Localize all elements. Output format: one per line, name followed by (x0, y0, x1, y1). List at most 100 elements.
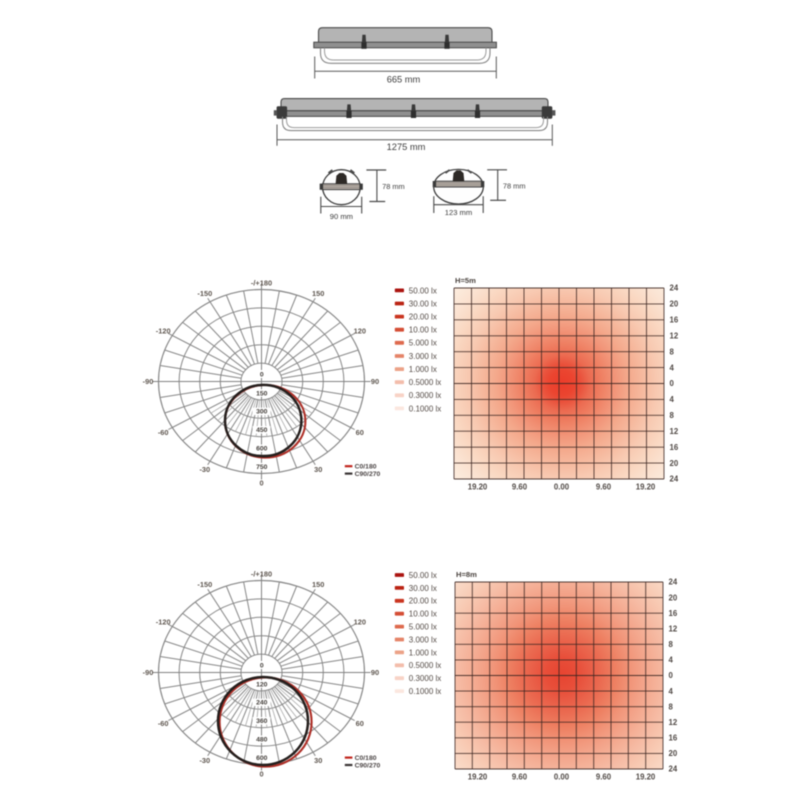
svg-text:20: 20 (669, 749, 678, 758)
svg-text:150: 150 (312, 580, 324, 589)
svg-text:9.60: 9.60 (596, 482, 612, 491)
svg-text:19.20: 19.20 (636, 772, 656, 781)
svg-text:20: 20 (670, 300, 679, 309)
svg-text:0.5000 lx: 0.5000 lx (409, 661, 441, 670)
svg-text:C0/180: C0/180 (355, 755, 377, 762)
svg-text:-120: -120 (156, 617, 171, 626)
svg-text:360: 360 (256, 718, 268, 725)
svg-text:10.00 lx: 10.00 lx (409, 326, 437, 335)
svg-text:0.00: 0.00 (554, 482, 570, 491)
svg-text:20: 20 (669, 593, 678, 602)
svg-text:300: 300 (256, 409, 268, 416)
svg-text:123 mm: 123 mm (445, 208, 472, 217)
svg-text:-90: -90 (143, 377, 154, 386)
svg-text:12: 12 (669, 625, 678, 634)
svg-text:665 mm: 665 mm (387, 75, 421, 85)
svg-text:240: 240 (256, 700, 268, 707)
svg-text:120: 120 (256, 681, 268, 688)
svg-text:16: 16 (669, 734, 678, 743)
svg-text:-90: -90 (143, 668, 154, 677)
svg-text:1.000 lx: 1.000 lx (409, 648, 437, 657)
svg-text:-120: -120 (156, 326, 171, 335)
svg-text:-30: -30 (199, 756, 210, 765)
svg-text:H=8m: H=8m (456, 570, 477, 579)
svg-text:9.60: 9.60 (512, 482, 528, 491)
svg-text:90: 90 (371, 377, 379, 386)
svg-text:0.00: 0.00 (554, 772, 570, 781)
svg-text:30: 30 (314, 756, 322, 765)
svg-text:24: 24 (669, 765, 678, 774)
svg-text:9.60: 9.60 (596, 772, 612, 781)
svg-text:0.1000 lx: 0.1000 lx (409, 687, 441, 696)
svg-text:16: 16 (670, 316, 679, 325)
svg-text:-/+180: -/+180 (251, 278, 272, 287)
svg-text:30: 30 (314, 465, 322, 474)
svg-text:600: 600 (256, 446, 268, 453)
svg-text:12: 12 (670, 331, 679, 340)
svg-text:4: 4 (670, 395, 675, 404)
svg-text:5.000 lx: 5.000 lx (409, 339, 437, 348)
svg-text:12: 12 (669, 718, 678, 727)
svg-text:0: 0 (260, 662, 264, 669)
svg-text:4: 4 (670, 363, 675, 372)
svg-text:0: 0 (669, 671, 674, 680)
svg-text:480: 480 (256, 737, 268, 744)
svg-text:600: 600 (256, 755, 268, 762)
svg-text:1.000 lx: 1.000 lx (409, 365, 437, 374)
svg-text:20.00 lx: 20.00 lx (409, 597, 437, 606)
svg-text:24: 24 (670, 475, 679, 484)
svg-text:24: 24 (669, 578, 678, 587)
svg-text:1275 mm: 1275 mm (387, 142, 426, 152)
svg-text:50.00 lx: 50.00 lx (409, 286, 437, 295)
svg-text:4: 4 (669, 687, 674, 696)
svg-text:16: 16 (669, 609, 678, 618)
svg-text:60: 60 (356, 428, 364, 437)
svg-text:-60: -60 (158, 719, 169, 728)
svg-text:20.00 lx: 20.00 lx (409, 313, 437, 322)
svg-text:C0/180: C0/180 (355, 464, 377, 471)
svg-text:0.3000 lx: 0.3000 lx (409, 674, 441, 683)
svg-text:16: 16 (670, 443, 679, 452)
svg-text:120: 120 (354, 617, 366, 626)
svg-text:-150: -150 (197, 580, 212, 589)
svg-text:12: 12 (670, 427, 679, 436)
svg-text:450: 450 (256, 427, 268, 434)
svg-text:0: 0 (259, 479, 263, 488)
svg-text:8: 8 (669, 640, 674, 649)
svg-text:0: 0 (670, 379, 675, 388)
svg-text:19.20: 19.20 (468, 482, 488, 491)
svg-text:8: 8 (669, 702, 674, 711)
svg-text:30.00 lx: 30.00 lx (409, 584, 437, 593)
svg-text:-30: -30 (199, 465, 210, 474)
svg-text:3.000 lx: 3.000 lx (409, 352, 437, 361)
svg-text:24: 24 (670, 284, 679, 293)
svg-text:0: 0 (259, 770, 263, 779)
svg-text:C90/270: C90/270 (355, 471, 381, 478)
svg-text:-150: -150 (197, 289, 212, 298)
svg-text:0: 0 (260, 371, 264, 378)
svg-text:78 mm: 78 mm (503, 181, 526, 190)
svg-text:30.00 lx: 30.00 lx (409, 299, 437, 308)
svg-text:-60: -60 (158, 428, 169, 437)
svg-text:20: 20 (670, 459, 679, 468)
svg-text:78 mm: 78 mm (382, 182, 405, 191)
svg-text:750: 750 (256, 464, 268, 471)
svg-text:0.5000 lx: 0.5000 lx (409, 378, 441, 387)
svg-text:8: 8 (670, 411, 675, 420)
svg-text:150: 150 (256, 390, 268, 397)
svg-text:19.20: 19.20 (636, 482, 656, 491)
svg-text:60: 60 (356, 719, 364, 728)
svg-text:9.60: 9.60 (512, 772, 528, 781)
svg-text:H=5m: H=5m (455, 276, 476, 285)
svg-text:0.3000 lx: 0.3000 lx (409, 391, 441, 400)
svg-text:150: 150 (312, 289, 324, 298)
svg-text:3.000 lx: 3.000 lx (409, 635, 437, 644)
svg-text:8: 8 (670, 347, 675, 356)
svg-text:5.000 lx: 5.000 lx (409, 623, 437, 632)
svg-text:C90/270: C90/270 (355, 762, 381, 769)
svg-text:90 mm: 90 mm (330, 212, 353, 221)
svg-text:0.1000 lx: 0.1000 lx (409, 404, 441, 413)
svg-text:50.00 lx: 50.00 lx (409, 571, 437, 580)
svg-text:120: 120 (354, 326, 366, 335)
svg-text:90: 90 (371, 668, 379, 677)
